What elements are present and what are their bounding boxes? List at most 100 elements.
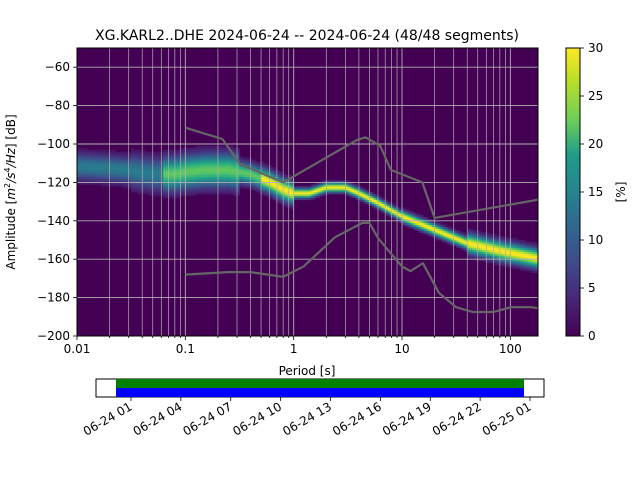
- heatmap-cell: [121, 172, 124, 176]
- heatmap-cell: [197, 176, 200, 179]
- heatmap-cell: [361, 199, 365, 202]
- heatmap-cell: [201, 163, 204, 166]
- heatmap-cell: [93, 178, 96, 181]
- heatmap-cell: [483, 253, 487, 256]
- x-tick-label: 100: [499, 342, 522, 356]
- heatmap-cell: [213, 167, 216, 170]
- heatmap-cell: [115, 161, 118, 164]
- heatmap-cell: [285, 186, 288, 189]
- heatmap-cell: [265, 176, 268, 179]
- heatmap-cell: [481, 240, 485, 243]
- heatmap-cell: [239, 176, 242, 179]
- heatmap-cell: [463, 236, 467, 239]
- grid-lines: [76, 48, 538, 337]
- heatmap-cell: [277, 172, 280, 176]
- heatmap-cell: [525, 261, 529, 264]
- heatmap-cell: [437, 226, 441, 229]
- heatmap-cell: [277, 199, 280, 202]
- heatmap-cell: [479, 245, 483, 249]
- heatmap-cell: [517, 241, 521, 245]
- heatmap-cell: [89, 176, 92, 179]
- heatmap-cell: [235, 182, 238, 185]
- heatmap-cell: [235, 188, 238, 191]
- heatmap-cell: [363, 195, 367, 199]
- heatmap-cell: [453, 241, 457, 245]
- heatmap-cell: [247, 168, 250, 172]
- heatmap-cell: [215, 182, 218, 185]
- heatmap-cell: [171, 176, 174, 179]
- heatmap-cell: [279, 186, 282, 189]
- heatmap-cell: [209, 161, 212, 164]
- heatmap-cell: [531, 251, 535, 254]
- heatmap-cell: [527, 241, 531, 245]
- heatmap-cell: [229, 178, 232, 181]
- heatmap-cell: [197, 178, 200, 181]
- heatmap-cell: [125, 168, 128, 172]
- heatmap-cell: [233, 186, 236, 189]
- heatmap-cell: [265, 165, 268, 168]
- heatmap-cell: [79, 172, 82, 176]
- heatmap-cell: [313, 197, 316, 201]
- heatmap-cell: [531, 247, 535, 250]
- heatmap-cell: [443, 226, 447, 229]
- heatmap-cell: [155, 151, 158, 154]
- time-tick-label: 06-24 01: [81, 399, 135, 438]
- heatmap-cell: [536, 266, 539, 270]
- heatmap-cell: [139, 180, 142, 183]
- heatmap-cell: [473, 253, 477, 256]
- heatmap-cell: [137, 180, 140, 183]
- heatmap-cell: [181, 153, 184, 156]
- time-tick-label: 06-24 19: [380, 399, 434, 438]
- heatmap-cell: [237, 180, 240, 183]
- heatmap-cell: [533, 259, 537, 262]
- heatmap-cell: [253, 172, 256, 176]
- heatmap-cell: [397, 216, 401, 220]
- heatmap-cell: [523, 251, 527, 254]
- heatmap-cell: [319, 186, 322, 189]
- heatmap-cell: [343, 192, 346, 195]
- heatmap-cell: [361, 193, 365, 197]
- heatmap-cell: [241, 168, 244, 172]
- heatmap-cell: [223, 180, 226, 183]
- heatmap-cell: [193, 186, 196, 189]
- heatmap-cell: [283, 176, 286, 179]
- heatmap-cell: [529, 261, 533, 264]
- heatmap-cell: [251, 178, 254, 181]
- heatmap-cell: [335, 180, 338, 183]
- heatmap-cell: [207, 192, 210, 195]
- heatmap-cell: [139, 192, 142, 195]
- heatmap-cell: [477, 241, 481, 245]
- heatmap-cell: [469, 251, 473, 254]
- heatmap-cell: [536, 247, 539, 250]
- heatmap-cell: [231, 155, 234, 158]
- heatmap-cell: [209, 165, 212, 168]
- heatmap-cell: [301, 190, 304, 193]
- heatmap-cell: [477, 238, 481, 241]
- heatmap-cell: [87, 180, 90, 183]
- heatmap-cell: [217, 170, 220, 174]
- heatmap-cell: [347, 192, 350, 195]
- heatmap-cell: [281, 188, 284, 191]
- heatmap-cell: [523, 257, 527, 260]
- heatmap-cell: [175, 178, 178, 181]
- heatmap-cell: [177, 170, 180, 174]
- heatmap-cell: [481, 253, 485, 256]
- heatmap-cell: [443, 230, 447, 233]
- heatmap-cell: [97, 159, 100, 162]
- heatmap-cell: [89, 170, 92, 174]
- heatmap-cell: [505, 259, 509, 262]
- heatmap-cell: [165, 192, 168, 195]
- heatmap-cell: [261, 188, 264, 191]
- heatmap-cell: [171, 149, 174, 153]
- heatmap-cell: [519, 243, 523, 247]
- heatmap-cell: [327, 188, 330, 191]
- heatmap-cell: [207, 176, 210, 179]
- heatmap-cell: [411, 216, 415, 220]
- heatmap-cell: [519, 240, 523, 243]
- heatmap-cell: [347, 182, 350, 185]
- heatmap-cell: [83, 182, 86, 185]
- heatmap-cell: [453, 228, 457, 231]
- heatmap-cell: [125, 165, 128, 168]
- heatmap-cell: [487, 236, 491, 239]
- heatmap-cell: [519, 251, 523, 254]
